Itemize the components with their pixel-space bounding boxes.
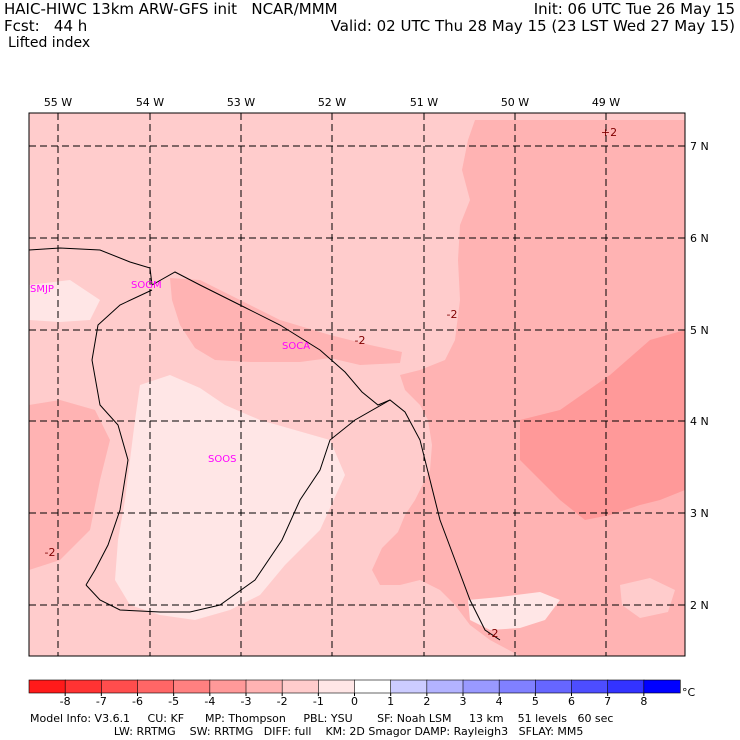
offshore-band-region xyxy=(520,330,685,520)
contour-label: -2 xyxy=(355,334,366,347)
longitude-labels: 55 W 54 W 53 W 52 W 51 W 50 W 49 W xyxy=(44,96,620,109)
inland-stable-region xyxy=(115,375,345,620)
colorbar-swatch xyxy=(571,679,609,694)
station-label: SOGM xyxy=(131,280,162,291)
lat-label: 6 N xyxy=(690,232,709,245)
colorbar: -8 -7 -6 -5 -4 -3 -2 -1 0 1 2 3 4 5 6 7 8 °C xyxy=(28,679,696,708)
colorbar-swatch xyxy=(173,679,211,694)
colorbar-swatch xyxy=(101,679,139,694)
colorbar-tick-label: -3 xyxy=(241,695,252,708)
station-label: SOCA xyxy=(282,341,310,352)
colorbar-swatch xyxy=(318,679,356,694)
border-east xyxy=(85,399,391,613)
contour-label: -2 xyxy=(45,546,56,559)
lon-label: 50 W xyxy=(501,96,529,109)
map-frame xyxy=(28,112,686,657)
southeast-stable-patch xyxy=(620,578,675,618)
lat-label: 4 N xyxy=(690,415,709,428)
lat-label: 7 N xyxy=(690,140,709,153)
colorbar-swatch xyxy=(535,679,573,694)
model-info-line2: LW: RRTMG SW: RRTMG DIFF: full KM: 2D Sm… xyxy=(30,725,584,738)
colorbar-tick-label: 6 xyxy=(568,695,575,708)
colorbar-tick-label: 1 xyxy=(387,695,394,708)
border-west xyxy=(85,289,153,586)
lat-label: 5 N xyxy=(690,324,709,337)
latitude-labels: 7 N 6 N 5 N 4 N 3 N 2 N xyxy=(690,140,709,612)
colorbar-tick-label: -2 xyxy=(277,695,288,708)
colorbar-tick-label: 5 xyxy=(532,695,539,708)
station-labels: SMJP SOGM SOCA SOOS xyxy=(30,280,310,465)
station-label: SMJP xyxy=(30,284,54,295)
colorbar-tick-label: 8 xyxy=(640,695,647,708)
valid-time: Valid: 02 UTC Thu 28 May 15 (23 LST Wed … xyxy=(330,17,735,35)
colorbar-swatch xyxy=(28,679,66,694)
contour-labels: +2 -2 -2 -2 -2 xyxy=(45,126,618,640)
colorbar-swatch xyxy=(607,679,645,694)
guiana-coast-region xyxy=(170,278,402,365)
contour-label: -2 xyxy=(447,308,458,321)
lon-label: 49 W xyxy=(592,96,620,109)
colorbar-tick-label: -7 xyxy=(96,695,107,708)
coastline xyxy=(29,247,501,641)
colorbar-swatch xyxy=(643,679,681,694)
lon-label: 54 W xyxy=(136,96,164,109)
eastern-unstable-region xyxy=(372,120,685,656)
colorbar-swatch xyxy=(498,679,536,694)
southwest-unstable-patch xyxy=(29,400,110,570)
colorbar-tick-label: -8 xyxy=(60,695,71,708)
colorbar-tick-label: 4 xyxy=(496,695,503,708)
colorbar-tick-label: -4 xyxy=(204,695,215,708)
coastlines-borders xyxy=(29,247,501,641)
colorbar-tick-label: 0 xyxy=(351,695,358,708)
init-time: Init: 06 UTC Tue 26 May 15 xyxy=(533,0,735,18)
colorbar-tick-label: -6 xyxy=(132,695,143,708)
lon-label: 52 W xyxy=(318,96,346,109)
colorbar-swatch xyxy=(354,679,392,694)
colorbar-tick-label: -5 xyxy=(168,695,179,708)
northwest-stable-patch xyxy=(29,280,100,322)
lon-label: 53 W xyxy=(227,96,255,109)
lat-lon-grid xyxy=(29,113,685,656)
model-title: HAIC-HIWC 13km ARW-GFS init NCAR/MMM xyxy=(4,0,338,18)
colorbar-tick-label: 7 xyxy=(604,695,611,708)
lat-label: 3 N xyxy=(690,507,709,520)
lat-label: 2 N xyxy=(690,599,709,612)
colorbar-tick-label: 3 xyxy=(460,695,467,708)
colorbar-tick-label: -1 xyxy=(313,695,324,708)
colorbar-swatch xyxy=(390,679,428,694)
colorbar-unit: °C xyxy=(682,686,696,699)
field-name: Lifted index xyxy=(8,35,91,51)
colorbar-swatch xyxy=(137,679,175,694)
colorbar-swatch xyxy=(281,679,319,694)
forecast-hour: Fcst: 44 h xyxy=(4,17,88,35)
colorbar-swatch xyxy=(462,679,500,694)
river-stable-patch xyxy=(468,592,560,630)
contour-label: -2 xyxy=(488,627,499,640)
map-fill xyxy=(29,113,685,656)
colorbar-swatch xyxy=(245,679,283,694)
colorbar-swatch xyxy=(64,679,102,694)
colorbar-swatch xyxy=(209,679,247,694)
colorbar-tick-label: 2 xyxy=(423,695,430,708)
lon-label: 51 W xyxy=(410,96,438,109)
model-info-line1: Model Info: V3.6.1 CU: KF MP: Thompson P… xyxy=(30,712,614,725)
colorbar-swatch xyxy=(426,679,464,694)
contour-label: +2 xyxy=(601,126,617,139)
lon-label: 55 W xyxy=(44,96,72,109)
station-label: SOOS xyxy=(208,454,236,465)
